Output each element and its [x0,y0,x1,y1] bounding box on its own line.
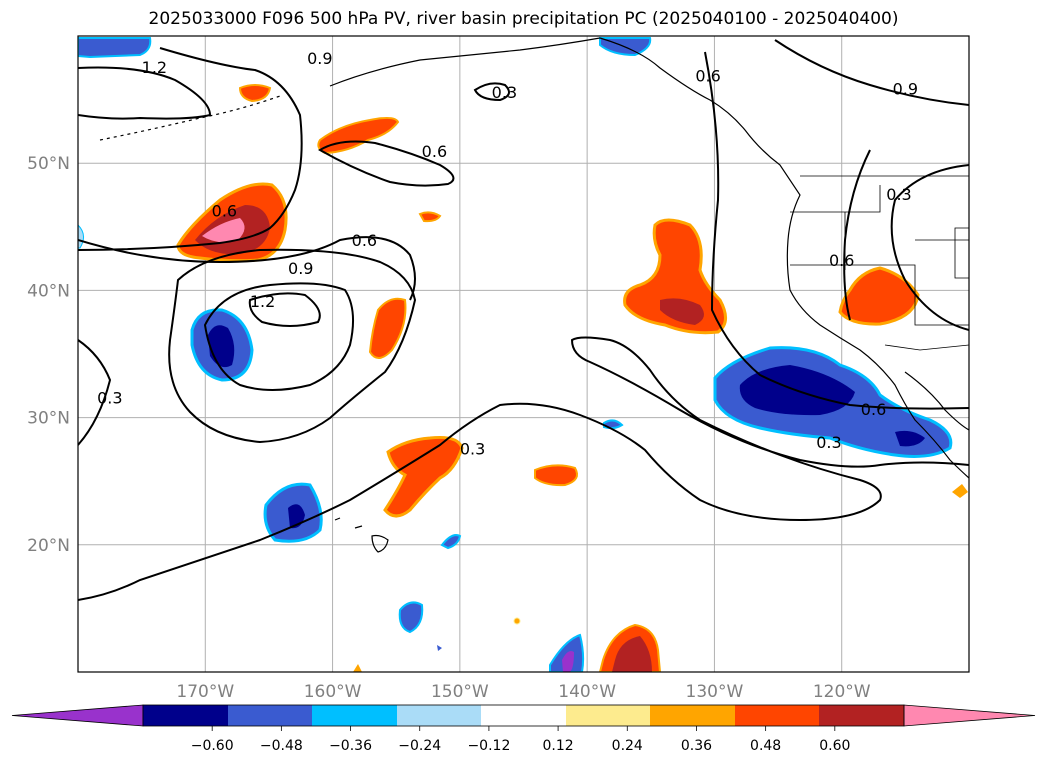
colorbar-bin [819,705,904,726]
contour-label: 0.6 [212,202,237,221]
pv-contours [78,39,969,601]
longitude-label: 130°W [686,682,744,702]
longitude-label: 170°W [176,682,234,702]
pv-contour-1.2-low [203,282,355,391]
contour-label: 0.6 [829,251,854,270]
us-mexico-border [884,344,969,351]
contour-label: 1.2 [250,292,275,311]
contour-label: 1.2 [142,58,167,77]
colorbar-bin [481,705,566,726]
contour-labels: 1.2 0.9 0.3 0.6 0.9 0.6 0.6 0.6 0.9 1.2 0.3 0.6 0.3 0… [97,49,918,459]
colorbar-extend-high [903,704,1036,727]
colorbar-tick-label: 0.36 [681,738,712,754]
contour-label: 0.6 [352,231,377,250]
pv-contour-0.9-ne [774,39,969,106]
colorbar-tick-label: −0.36 [329,738,372,754]
longitude-label: 120°W [813,682,871,702]
colorbar-tick-label: 0.48 [750,738,781,754]
contour-label: 0.3 [460,439,485,458]
colorbar-bin [312,705,397,726]
pv-contour-0.9-low [168,248,417,444]
hawaii [334,517,389,553]
colorbar-tick-label: −0.12 [467,738,510,754]
precip-blob [660,298,704,325]
longitude-label: 160°W [304,682,362,702]
latitude-label: 50°N [27,154,70,174]
colorbar-tick-label: −0.48 [260,738,303,754]
contour-label: 0.6 [695,67,720,86]
latitude-labels: 50°N 40°N 30°N 20°N [27,154,70,556]
colorbar-ticks: −0.60 −0.48 −0.36 −0.24 −0.12 0.12 0.24 0.36 0.4… [191,726,850,754]
pv-contour-0.9-north [78,47,303,251]
pv-contour-0.6-gulf [318,140,455,187]
precip-blob [368,297,407,359]
precip-blob [513,617,521,625]
latitude-label: 30°N [27,409,70,429]
pv-contour-0.3-top [473,82,510,102]
aleutians [99,95,281,141]
contour-label: 0.9 [307,49,332,68]
colorbar-bin [143,705,228,726]
pv-contour-1.2-inner [248,292,321,327]
precip-blob [952,484,968,498]
map-title: 2025033000 F096 500 hPa PV, river basin … [148,9,899,29]
colorbar-extend-low [11,704,144,727]
precip-blob [440,534,462,550]
pv-contour-0.3-south [78,336,969,601]
contour-label: 0.3 [492,83,517,102]
state-border [790,185,881,213]
precip-blob [353,664,362,672]
precip-blob [418,211,442,223]
precip-blob [238,84,272,103]
precip-blob [437,645,442,651]
state-border [954,227,969,279]
precip-blob [202,218,245,243]
alaska-coast [329,37,601,87]
colorbar-outline [142,704,905,727]
precip-blob [398,601,424,634]
gulf-of-california [904,371,969,431]
latitude-label: 40°N [27,281,70,301]
latitude-label: 20°N [27,536,70,556]
colorbar-bin [397,705,481,726]
colorbar-bin [650,705,735,726]
precip-blob [623,218,727,335]
precip-blob [562,651,574,672]
contour-label: 0.3 [886,185,911,204]
pv-contour-0.3-inland [890,164,969,331]
pv-contour-0.6-inland [843,149,871,321]
precip-blob [895,430,925,447]
pv-contour-1.2-north [78,66,212,120]
colorbar-tick-label: −0.60 [191,738,234,754]
contour-label: 0.9 [288,259,313,278]
colorbar-tick-label: 0.60 [819,738,850,754]
colorbar-tick-label: 0.12 [543,738,574,754]
longitude-label: 140°W [558,682,616,702]
colorbar-bin [735,705,819,726]
coastlines [99,37,969,553]
colorbar-tick-label: −0.24 [398,738,441,754]
contour-label: 0.6 [861,400,886,419]
longitude-labels: 170°W 160°W 150°W 140°W 130°W 120°W [176,682,870,702]
precip-blob [78,37,152,59]
contour-label: 0.9 [893,79,918,98]
colorbar: −0.60 −0.48 −0.36 −0.24 −0.12 0.12 0.24 0.36 0.4… [11,704,1036,754]
pv-contour-0.6-west [78,236,416,301]
precip-blob [383,436,464,518]
contour-label: 0.3 [816,433,841,452]
pv-contour-0.6-coast [704,51,969,410]
precip-blob [612,636,652,672]
precip-blob [838,266,920,326]
colorbar-bin [228,705,312,726]
north-america-coast [599,37,969,479]
map-frame [77,35,970,673]
colorbar-bin [566,705,650,726]
pv-contour-0.3-trough [78,339,112,446]
longitude-label: 150°W [431,682,489,702]
contour-label: 0.6 [422,142,447,161]
colorbar-tick-label: 0.24 [612,738,643,754]
contour-label: 0.3 [97,389,122,408]
precip-blob [534,464,578,487]
